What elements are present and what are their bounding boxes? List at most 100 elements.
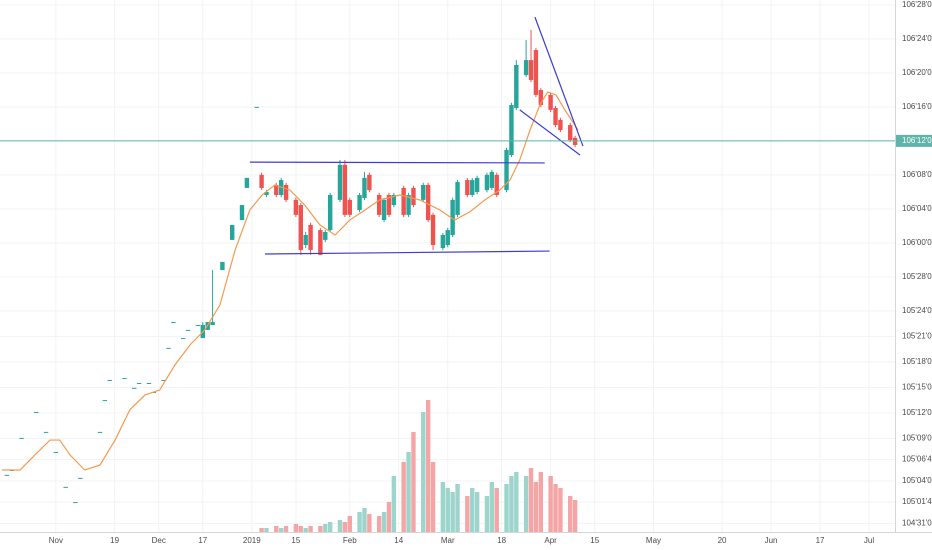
volume-bar [303, 528, 308, 532]
volume-bar [391, 476, 397, 532]
candle-body [166, 347, 171, 349]
candle-body [528, 60, 534, 80]
volume-bar [381, 512, 387, 532]
volume-bar [558, 488, 563, 532]
candle-body [445, 230, 450, 246]
candle-body [391, 195, 397, 206]
x-tick-label: 15 [291, 536, 300, 545]
candle-body [381, 199, 387, 221]
candle-body [181, 338, 186, 340]
x-tick-label: Mar [441, 536, 455, 545]
volume-bar [298, 526, 303, 532]
moving-average [1, 91, 579, 471]
volume-bar [362, 508, 367, 532]
candle-body [122, 378, 127, 380]
y-tick-label: 105'15'0 [902, 382, 932, 391]
candle-body [132, 387, 137, 389]
y-tick-label: 106'08'0 [902, 170, 932, 179]
candle-body [254, 106, 259, 108]
candle-body [474, 177, 480, 193]
volume-bar [293, 524, 299, 532]
candle-body [274, 184, 279, 196]
volume-bar [470, 488, 475, 532]
candle-body [298, 205, 303, 250]
candle-body [357, 195, 362, 210]
volume-bar [465, 496, 470, 532]
candle-body [161, 379, 166, 381]
candle-body [264, 192, 269, 196]
candle-body [489, 171, 495, 188]
volume-pane [259, 400, 578, 532]
x-tick-label: Jun [765, 536, 778, 545]
volume-bar [538, 472, 544, 532]
candle-body [308, 224, 313, 250]
y-tick-label: 106'00'0 [902, 238, 932, 247]
candle-body [568, 125, 573, 141]
candle-body [504, 149, 509, 191]
candle-body [411, 187, 416, 206]
y-tick-label: 105'06'4 [902, 455, 932, 464]
volume-bar [386, 502, 392, 532]
candle-body [53, 452, 59, 454]
volume-bar [533, 482, 539, 532]
candle-body [484, 174, 490, 191]
candle-body [230, 224, 235, 240]
volume-bar [474, 492, 480, 532]
candle-body [514, 65, 519, 108]
volume-bar [347, 516, 352, 532]
candle-body [406, 195, 411, 215]
candle-body [553, 107, 558, 126]
candle-body [293, 199, 299, 215]
candle-body [425, 184, 431, 221]
last-price-tag [896, 134, 932, 147]
candle-body [523, 60, 529, 76]
candle-body [401, 187, 406, 215]
y-tick-label: 105'28'0 [902, 272, 932, 281]
candle-body [376, 195, 382, 215]
x-tick-label: 17 [816, 536, 825, 545]
candle-body [195, 325, 201, 327]
volume-bar [318, 526, 323, 532]
y-tick-label: 105'18'0 [902, 357, 932, 366]
candle-body [171, 322, 176, 324]
y-tick-label: 106'04'0 [902, 204, 932, 213]
last-price-label: 106'12'0 [902, 136, 932, 145]
candle-body [323, 232, 328, 240]
volume-bar [278, 528, 284, 532]
candle-body [107, 379, 112, 381]
x-tick-label: Dec [152, 536, 166, 545]
volume-bar [440, 482, 446, 532]
candle-body [440, 234, 446, 249]
candle-body [97, 431, 103, 433]
candle-body [347, 199, 352, 215]
volume-bar [523, 476, 529, 532]
volume-bar [401, 462, 406, 532]
volume-bar [367, 514, 372, 532]
volume-bar [494, 488, 499, 532]
candle-body [558, 119, 563, 131]
candle-body [210, 322, 215, 326]
volume-bar [450, 492, 455, 532]
candle-body [533, 50, 539, 95]
volume-bar [308, 526, 313, 532]
candle-body [455, 181, 460, 215]
y-tick-label: 105'21'0 [902, 331, 932, 340]
volume-bar [568, 496, 573, 532]
x-tick-label: Feb [343, 536, 357, 545]
candle-body [509, 104, 514, 156]
volume-bar [553, 484, 558, 532]
x-tick-label: 14 [394, 536, 403, 545]
volume-bar [376, 516, 382, 532]
candle-body [367, 174, 372, 191]
candle-body [136, 382, 142, 384]
candle-body [421, 184, 426, 200]
x-tick-label: Apr [544, 536, 557, 545]
y-tick-label: 106'24'0 [902, 34, 932, 43]
trendline [249, 161, 545, 164]
volume-bar [323, 524, 328, 532]
volume-bar [430, 462, 436, 532]
y-tick-label: 105'09'0 [902, 433, 932, 442]
volume-bar [357, 512, 362, 532]
